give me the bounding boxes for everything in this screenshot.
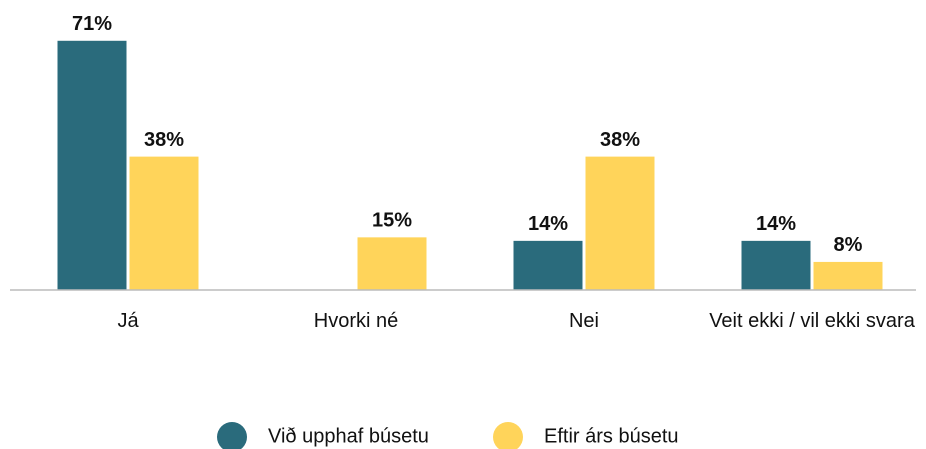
legend-marker [493, 422, 523, 449]
x-tick-label: Veit ekki / vil ekki svara [709, 310, 915, 332]
x-tick-label: Já [117, 310, 139, 332]
legend-label: Við upphaf búsetu [268, 425, 429, 447]
legend-marker [217, 422, 247, 449]
bar [513, 240, 583, 290]
bar [585, 156, 655, 290]
bar [357, 237, 427, 290]
bar [741, 240, 811, 290]
data-label: 14% [528, 213, 568, 235]
data-label: 15% [372, 210, 412, 232]
data-label: 14% [756, 213, 796, 235]
bar [813, 261, 883, 290]
bar [129, 156, 199, 290]
data-label: 38% [144, 129, 184, 151]
data-label: 8% [834, 234, 863, 256]
bar [57, 40, 127, 290]
data-label: 38% [600, 129, 640, 151]
x-tick-label: Hvorki né [313, 310, 399, 332]
data-label: 71% [72, 13, 112, 35]
x-tick-label: Nei [568, 310, 599, 332]
legend-label: Eftir árs búsetu [544, 425, 679, 447]
